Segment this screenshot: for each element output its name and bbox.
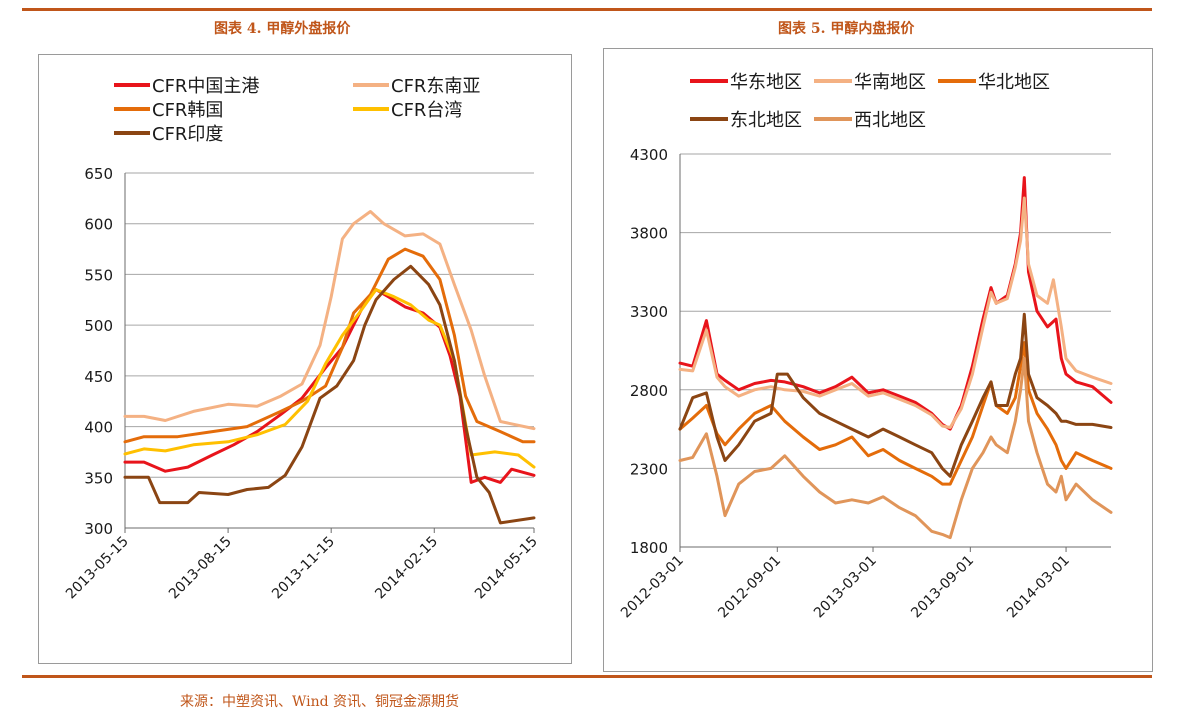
y-tick-label: 2300 [630, 460, 668, 478]
legend-label: 东北地区 [730, 110, 802, 131]
series-line [678, 341, 1113, 486]
series-line [678, 356, 1113, 540]
figure-5-title: 图表 5. 甲醇内盘报价 [778, 21, 915, 37]
legend-label: 西北地区 [854, 110, 926, 131]
source-note: 来源：中塑资讯、Wind 资讯、铜冠金源期货 [180, 694, 460, 710]
x-tick-label: 2014-02-15 [372, 534, 441, 603]
x-tick-label: 2013-11-15 [269, 534, 338, 603]
chart-foreign-methanol-quotes: 300 350 400 450 500 550 600 650 2013-05-15 2013-0… [63, 76, 541, 603]
legend-label: 华南地区 [854, 72, 926, 93]
top-rule [22, 8, 1152, 11]
y-tick-label: 450 [84, 368, 113, 386]
legend-label: CFR中国主港 [152, 76, 259, 97]
y-tick-label: 650 [84, 165, 113, 183]
legend-label: CFR印度 [152, 124, 223, 145]
x-tick-label: 2013-03-01 [811, 553, 880, 622]
legend-label: CFR东南亚 [391, 76, 480, 97]
y-tick-label: 350 [84, 469, 113, 487]
legend-label: CFR台湾 [391, 100, 462, 121]
bottom-rule [22, 675, 1152, 678]
legend-label: CFR韩国 [152, 100, 223, 121]
series-line [678, 312, 1113, 478]
x-tick-label: 2013-05-15 [63, 534, 132, 603]
y-tick-label: 400 [84, 419, 113, 437]
chart-panel-domestic: 1800 2300 2800 3300 3800 4300 2012-03-01 2012-0… [603, 48, 1153, 672]
y-tick-label: 2800 [630, 382, 668, 400]
y-tick-label: 600 [84, 216, 113, 234]
x-tick-label: 2014-05-15 [472, 534, 541, 603]
series-line [123, 247, 536, 444]
y-tick-label: 500 [84, 317, 113, 335]
chart-panel-foreign: 300 350 400 450 500 550 600 650 2013-05-15 2013-0… [38, 54, 572, 664]
series-line [123, 210, 536, 431]
x-tick-label: 2013-09-01 [908, 553, 977, 622]
chart-domestic-methanol-quotes: 1800 2300 2800 3300 3800 4300 2012-03-01 2012-0… [618, 72, 1113, 622]
x-tick-label: 2012-09-01 [715, 553, 784, 622]
series-line [678, 196, 1113, 429]
x-tick-label: 2014-03-01 [1004, 553, 1073, 622]
x-tick-label: 2012-03-01 [618, 553, 687, 622]
figure-4-title: 图表 4. 甲醇外盘报价 [214, 21, 351, 37]
y-tick-label: 300 [84, 520, 113, 538]
x-tick-label: 2013-08-15 [166, 534, 235, 603]
legend-label: 华北地区 [978, 72, 1050, 93]
y-tick-label: 550 [84, 266, 113, 284]
series-line [123, 264, 536, 525]
y-tick-label: 1800 [630, 539, 668, 557]
y-tick-label: 3300 [630, 303, 668, 321]
legend-label: 华东地区 [730, 72, 802, 93]
y-tick-label: 3800 [630, 225, 668, 243]
y-tick-label: 4300 [630, 146, 668, 164]
